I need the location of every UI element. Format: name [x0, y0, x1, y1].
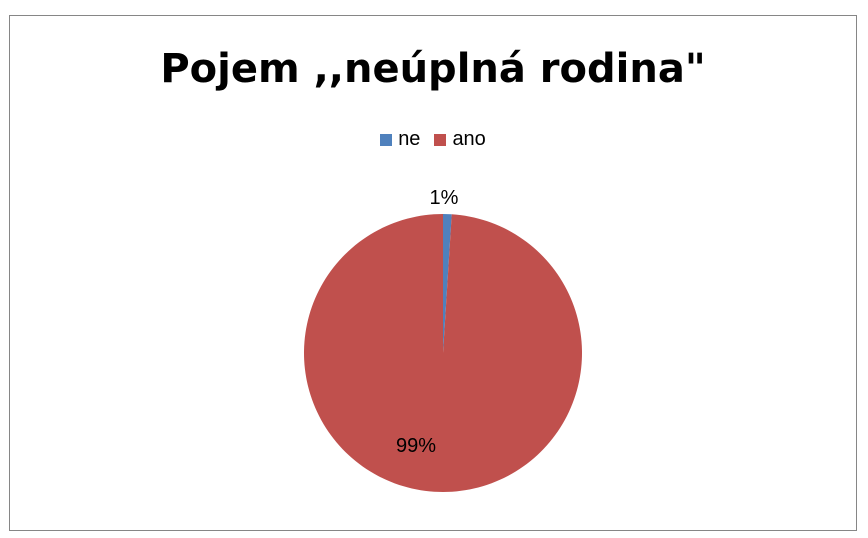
legend-label-ne: ne	[398, 128, 421, 150]
data-label-ano: 99%	[396, 435, 436, 457]
legend-swatch-ne	[380, 133, 393, 146]
chart-title: Pojem ,,neúplná rodina"	[160, 46, 706, 92]
legend: ne ano	[10, 128, 856, 151]
legend-swatch-ano	[434, 133, 447, 146]
legend-entry-ne: ne	[380, 128, 420, 151]
legend-label-ano: ano	[452, 128, 486, 150]
pie-slice-ano	[303, 214, 582, 492]
pie-chart: 1% 99%	[303, 187, 582, 492]
legend-entry-ano: ano	[434, 128, 486, 151]
chart-area: Pojem ,,neúplná rodina" ne ano 1% 99%	[9, 15, 857, 531]
pie-slice-ne	[443, 214, 452, 353]
data-label-ne: 1%	[430, 187, 459, 209]
